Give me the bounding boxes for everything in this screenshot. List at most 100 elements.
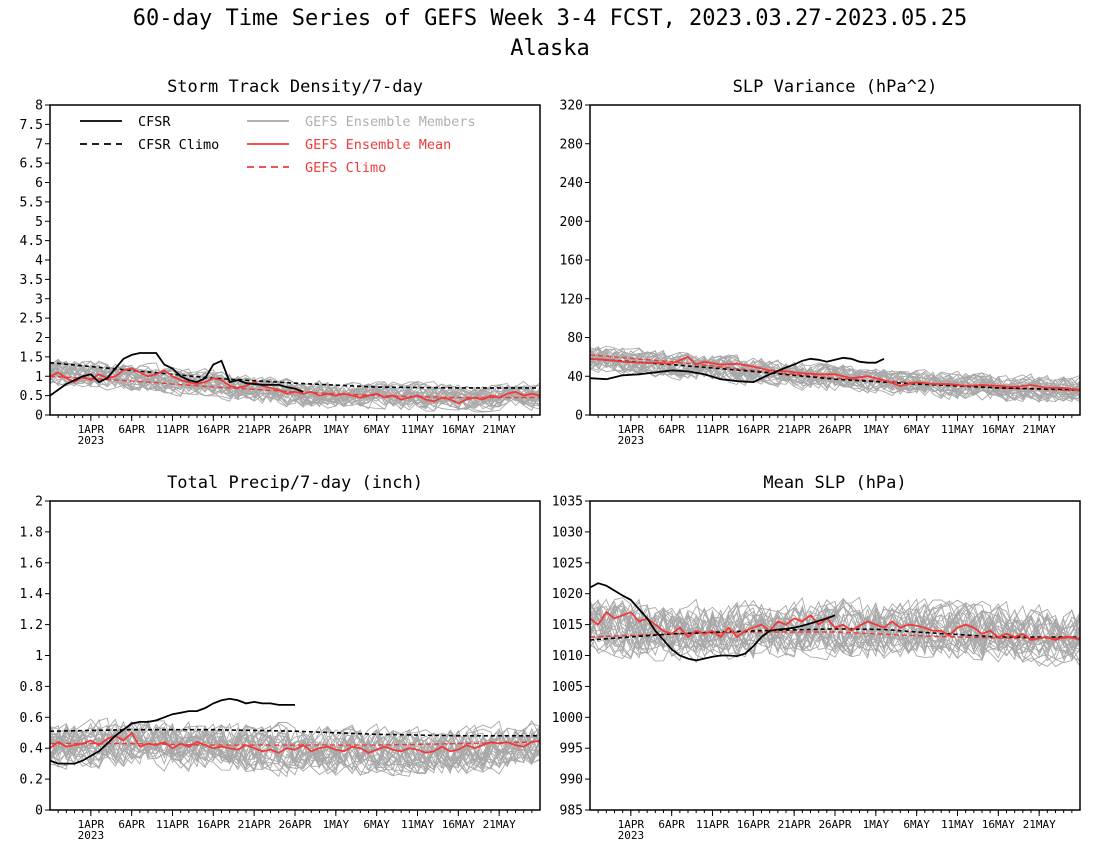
series-line-cfsr: [589, 356, 885, 384]
y-tick-label: 320: [560, 99, 583, 114]
x-tick-label: 26APR: [278, 423, 311, 436]
series-line-cfsr-climo: [49, 361, 540, 389]
legend: CFSR CFSR Climo GEFS Ensemble Members GEFS …: [80, 114, 476, 176]
series-line-gefs-mean: [49, 367, 541, 405]
y-tick-label: 6.5: [20, 157, 43, 172]
ensemble-member-line: [589, 603, 1081, 662]
y-tick-label: 0.6: [20, 711, 43, 726]
y-tick-label: 2: [35, 495, 43, 510]
ensemble-member-line: [49, 365, 541, 408]
y-tick-label: 1.4: [20, 587, 44, 602]
y-tick-label: 40: [567, 370, 583, 385]
y-tick-label: 7: [35, 137, 43, 152]
y-tick-label: 4.5: [20, 234, 43, 249]
y-tick-label: 0: [35, 804, 43, 819]
x-tick-label: 11MAY: [401, 818, 434, 831]
x-tick-label: 6MAY: [363, 818, 390, 831]
y-tick-label: 1035: [552, 495, 583, 510]
x-tick-label: 11MAY: [401, 423, 434, 436]
y-tick-label: 280: [560, 137, 583, 152]
y-tick-label: 200: [560, 215, 583, 230]
x-tick-label: 11APR: [156, 423, 189, 436]
y-tick-label: 1.8: [20, 525, 43, 540]
ensemble-member-line: [49, 363, 541, 410]
x-tick-label: 6MAY: [903, 423, 930, 436]
series-line-gefs-climo: [49, 375, 540, 399]
series-line-gefs-mean: [49, 731, 541, 754]
ensemble-member-line: [589, 351, 1081, 403]
x-tick-label: 16MAY: [442, 423, 475, 436]
y-tick-label: 2: [35, 331, 43, 346]
x-tick-label: 16APR: [737, 818, 770, 831]
ensemble-member-line: [49, 724, 541, 769]
y-tick-label: 3: [35, 292, 43, 307]
series-line-cfsr: [49, 352, 304, 397]
series-line-gefs-mean: [589, 610, 1081, 641]
y-tick-label: 985: [560, 804, 583, 819]
ensemble-member-line: [49, 720, 541, 774]
y-tick-label: 0.2: [20, 773, 43, 788]
x-tick-label: 6MAY: [903, 818, 930, 831]
ensemble-members-group: [589, 596, 1081, 668]
y-tick-label: 0: [575, 409, 583, 424]
series-line-cfsr: [589, 582, 836, 662]
y-tick-label: 3.5: [20, 273, 43, 288]
ensemble-member-line: [589, 600, 1081, 659]
y-tick-label: 0: [35, 409, 43, 424]
x-tick-label: 26APR: [818, 423, 851, 436]
x-tick-label: 21APR: [778, 423, 811, 436]
x-tick-label: 6APR: [658, 818, 685, 831]
chart-title: Mean SLP (hPa): [763, 473, 906, 493]
y-tick-label: 8: [35, 99, 43, 114]
ensemble-member-line: [589, 348, 1081, 401]
x-tick-label: 11APR: [156, 818, 189, 831]
y-tick-label: 1: [35, 649, 43, 664]
x-tick-label: 6MAY: [363, 423, 390, 436]
y-tick-label: 995: [560, 742, 583, 757]
x-tick-label: 16APR: [197, 423, 230, 436]
series-line-cfsr: [49, 697, 295, 765]
ensemble-member-line: [589, 598, 1081, 652]
ensemble-member-line: [49, 720, 541, 774]
legend-label-cfsr: CFSR: [138, 114, 171, 130]
page-title-line2: Alaska: [510, 36, 590, 61]
x-tick-label: 1APR: [78, 818, 105, 831]
series-line-cfsr-climo: [589, 358, 1081, 391]
y-tick-label: 1.5: [20, 350, 43, 365]
x-tick-label: 16APR: [737, 423, 770, 436]
x-tick-label: 26APR: [818, 818, 851, 831]
y-tick-label: 7.5: [20, 118, 43, 133]
y-tick-label: 160: [560, 254, 583, 269]
y-tick-label: 0.4: [20, 742, 44, 757]
page-title: 60-day Time Series of GEFS Week 3-4 FCST…: [0, 4, 1100, 64]
x-tick-label: 26APR: [278, 818, 311, 831]
x-tick-label: 6APR: [118, 423, 145, 436]
y-tick-label: 1: [35, 370, 43, 385]
ensemble-member-line: [49, 723, 541, 778]
ensemble-member-line: [49, 724, 541, 775]
x-tick-label: 16MAY: [982, 818, 1015, 831]
x-year-label: 2023: [618, 434, 645, 447]
ensemble-member-line: [589, 602, 1081, 656]
y-tick-label: 990: [560, 773, 583, 788]
x-tick-label: 21APR: [238, 423, 271, 436]
ensemble-member-line: [589, 348, 1081, 396]
x-tick-label: 6APR: [658, 423, 685, 436]
legend-label-gefs-climo: GEFS Climo: [305, 160, 386, 176]
y-tick-label: 80: [567, 331, 583, 346]
ensemble-member-line: [589, 347, 1081, 398]
ensemble-member-line: [589, 597, 1081, 658]
y-tick-label: 1030: [552, 525, 583, 540]
x-tick-label: 16MAY: [442, 818, 475, 831]
y-tick-label: 5: [35, 215, 43, 230]
ensemble-members-group: [49, 358, 541, 413]
x-year-label: 2023: [78, 829, 105, 842]
ensemble-member-line: [49, 361, 541, 408]
y-tick-label: 2.5: [20, 312, 43, 327]
chart-title: Storm Track Density/7-day: [167, 77, 423, 97]
x-tick-label: 1APR: [618, 818, 645, 831]
x-tick-label: 6APR: [118, 818, 145, 831]
legend-label-gefs-mean: GEFS Ensemble Mean: [305, 137, 451, 153]
